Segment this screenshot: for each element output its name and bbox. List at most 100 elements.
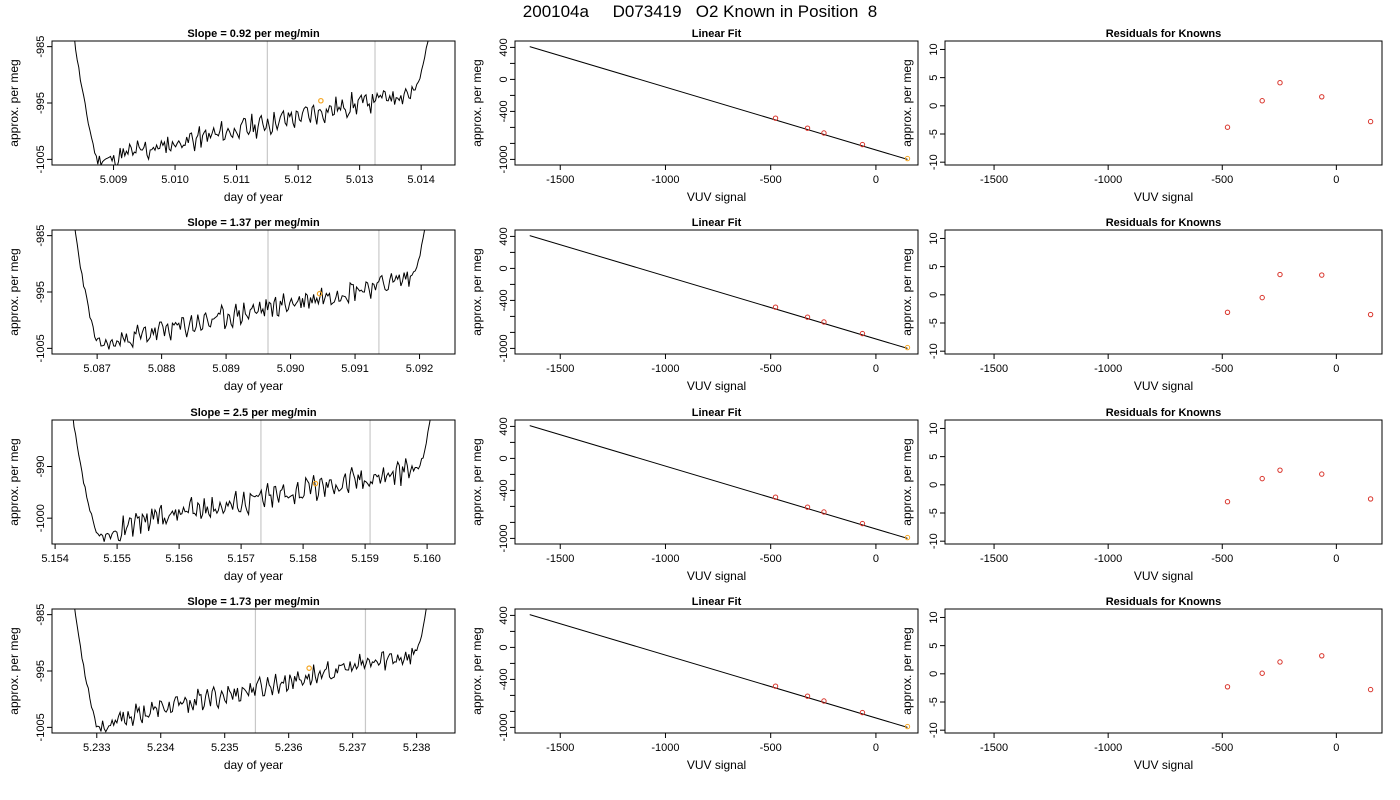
panel-3-2-ylabel: approx. per meg <box>470 438 484 525</box>
panel-4-3-ytick-label-1: -5 <box>928 697 940 707</box>
panel-2-2-point-1 <box>804 314 811 320</box>
panel-2-2-point-4 <box>904 344 911 351</box>
panel-2-1-ytick-label-2: -985 <box>35 225 47 247</box>
panel-4-1-trace-line <box>74 609 427 733</box>
panel-2-1-xtick-label-2: 5.089 <box>212 363 240 375</box>
panel-3-3-xtick-label-2: -500 <box>1211 553 1233 565</box>
panel-2-2-title: Linear Fit <box>692 217 742 229</box>
panel-3-3-ytick-label-4: 10 <box>928 422 940 434</box>
panel-3-3: Residuals for Knowns -1500 -1000 -500 0 -10 -5… <box>900 407 1383 583</box>
panel-4-1-xtick-label-0: 5.233 <box>83 742 111 754</box>
panel-3-3-title: Residuals for Knowns <box>1106 407 1222 419</box>
panel-3-3-point-0 <box>1224 499 1231 505</box>
panel-2-2-plot-area <box>529 235 911 351</box>
panel-2-3-ytick-label-1: -5 <box>928 318 940 328</box>
panel-1-1-trace-marker <box>318 97 324 104</box>
panel-4-2-xtick-label-3: 0 <box>873 742 879 754</box>
panel-4-1-xlabel: day of year <box>224 758 283 772</box>
panel-3-3-point-2 <box>1277 467 1283 473</box>
panel-3-1-xtick-label-5: 5.159 <box>351 553 379 565</box>
panel-3-3-xtick-label-0: -1500 <box>980 553 1008 565</box>
panel-4-2-fit-line <box>529 614 908 728</box>
panel-4-3-ytick-label-2: 0 <box>928 671 940 677</box>
panel-3-3-plot-area <box>1224 467 1374 505</box>
panel-3-2-plot-area <box>529 425 911 541</box>
panel-1-3-point-0 <box>1224 124 1231 130</box>
panel-3-3-ytick-label-1: -5 <box>928 508 940 518</box>
panel-2-1-trace-marker <box>316 290 323 297</box>
panel-3-3-ytick-label-2: 0 <box>928 482 940 488</box>
panel-4-2-xlabel: VUV signal <box>687 758 746 772</box>
panel-1-1-xtick-label-2: 5.011 <box>223 174 250 186</box>
panel-1-2-xtick-label-2: -500 <box>760 174 782 186</box>
panel-2-3: Residuals for Knowns -1500 -1000 -500 0 -10 -5… <box>900 217 1383 393</box>
panel-3-1-xlabel: day of year <box>224 569 283 583</box>
panel-2-1-xlabel: day of year <box>224 379 283 393</box>
panel-1-3-point-3 <box>1319 94 1325 100</box>
panel-1-2-xtick-label-3: 0 <box>873 174 879 186</box>
panel-2-3-frame <box>944 229 1383 355</box>
panel-2-2-point-2 <box>821 319 827 325</box>
panel-3-3-ytick-label-0: -10 <box>928 533 940 549</box>
panel-1-3-xlabel: VUV signal <box>1134 190 1193 204</box>
panel-1-3-ytick-label-2: 0 <box>928 103 940 109</box>
panel-2-2-point-3 <box>859 330 866 337</box>
panel-2-3-xtick-label-2: -500 <box>1211 363 1233 375</box>
panel-3-2-point-0 <box>772 494 779 500</box>
panel-2-3-xtick-label-1: -1000 <box>1094 363 1122 375</box>
panel-3-1-xtick-label-0: 5.154 <box>41 553 69 565</box>
panel-4-1-ylabel: approx. per meg <box>7 627 21 714</box>
panel-3-1-trace-line <box>72 420 431 542</box>
panel-2-3-xlabel: VUV signal <box>1134 379 1193 393</box>
panel-1-3-ytick-label-4: 10 <box>928 43 940 55</box>
panel-4-3-xtick-label-1: -1000 <box>1094 742 1122 754</box>
panel-1-1: Slope = 0.92 per meg/min 5.009 5.010 5.011 5… <box>7 28 456 204</box>
panel-2-1-xtick-label-5: 5.092 <box>406 363 434 375</box>
panel-3-3-ytick-label-3: 5 <box>928 454 940 460</box>
panel-3-1-frame <box>51 419 456 545</box>
panel-4-2-ytick-label-5: 0 <box>498 644 510 650</box>
panel-1-2-point-3 <box>859 141 866 148</box>
panel-1-2-ytick-label-3: -400 <box>498 100 510 122</box>
panel-3-2-title: Linear Fit <box>692 407 742 419</box>
panel-3-1-ytick-label-1: -990 <box>35 455 47 477</box>
panel-3-1-plot-area <box>72 420 431 544</box>
panel-1-2-ytick-label-5: 0 <box>498 76 510 82</box>
panel-3-3-ylabel: approx. per meg <box>900 438 914 525</box>
panel-3-2-fit-line <box>529 425 908 539</box>
panel-4-2-xtick-label-1: -1000 <box>651 742 679 754</box>
panel-3-1-xtick-label-6: 5.160 <box>413 553 441 565</box>
panel-4-1-ytick-label-1: -995 <box>35 660 47 682</box>
panel-3-3-point-3 <box>1319 471 1325 477</box>
panel-1-3-ytick-label-0: -10 <box>928 154 940 170</box>
panel-4-3-xtick-label-0: -1500 <box>980 742 1008 754</box>
panel-2-3-point-4 <box>1367 311 1374 318</box>
panel-2-3-xtick-label-0: -1500 <box>980 363 1008 375</box>
panel-2-1-xtick-label-1: 5.088 <box>148 363 176 375</box>
panel-4-1: Slope = 1.73 per meg/min 5.233 5.234 5.235 5… <box>7 596 456 772</box>
panel-1-2-fit-line <box>529 46 908 160</box>
panel-4-2-ytick-label-3: -400 <box>498 668 510 690</box>
panel-4-2-ytick-label-7: 400 <box>498 606 510 624</box>
panel-4-3-xtick-label-2: -500 <box>1211 742 1233 754</box>
panel-1-2-frame <box>514 40 919 166</box>
panel-2-1-ytick-label-0: -1005 <box>35 334 47 362</box>
panel-1-3-xtick-label-0: -1500 <box>980 174 1008 186</box>
panel-4-3-title: Residuals for Knowns <box>1106 596 1222 608</box>
panel-1-1-xtick-label-0: 5.009 <box>100 174 128 186</box>
panel-1-3-point-2 <box>1277 80 1283 86</box>
panel-3-3-xtick-label-3: 0 <box>1333 553 1339 565</box>
panel-4-2-ytick-label-0: -1000 <box>498 713 510 741</box>
panel-3-1-xtick-label-4: 5.158 <box>289 553 317 565</box>
panel-4-3-ytick-label-3: 5 <box>928 643 940 649</box>
panel-2-3-ytick-label-0: -10 <box>928 343 940 359</box>
panel-2-1-ytick-label-1: -995 <box>35 281 47 303</box>
panel-1-3-frame <box>944 40 1383 166</box>
panel-3-2-xtick-label-3: 0 <box>873 553 879 565</box>
panel-4-1-xtick-label-5: 5.238 <box>403 742 431 754</box>
panel-4-3-point-2 <box>1277 659 1283 665</box>
panel-3-2-xtick-label-0: -1500 <box>546 553 574 565</box>
panel-3-2-frame <box>514 419 919 545</box>
panel-1-3-point-4 <box>1367 118 1374 125</box>
panel-4-1-title: Slope = 1.73 per meg/min <box>187 596 320 608</box>
